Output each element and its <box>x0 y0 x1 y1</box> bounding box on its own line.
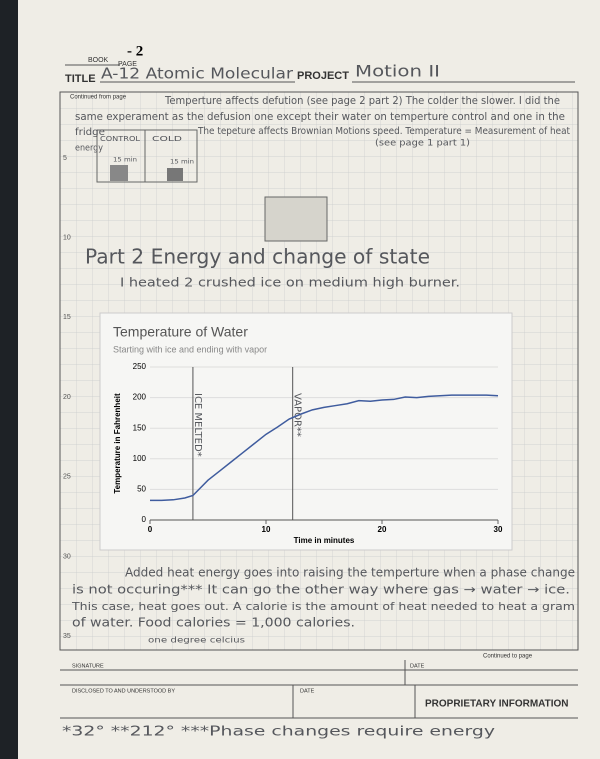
signature-label: SIGNATURE <box>72 663 104 669</box>
continued-from: Continued from page <box>70 95 127 101</box>
pasted-chart <box>99 312 513 551</box>
chart-title: Temperature of Water <box>113 324 248 340</box>
sketch-box <box>96 129 198 183</box>
chart-subtitle: Starting with ice and ending with vapor <box>113 344 267 354</box>
title-label: TITLE <box>65 73 96 85</box>
book-label: BOOK <box>88 57 109 64</box>
line-number: 30 <box>63 553 71 560</box>
y-tick-label: 100 <box>133 454 147 463</box>
handwritten-note: Temperture affects defution (see page 2 … <box>164 94 560 107</box>
sketch-label: COLD <box>152 135 182 143</box>
y-tick-label: 250 <box>133 362 147 371</box>
line-number: 20 <box>63 394 71 401</box>
page-number: - 2 <box>127 43 143 59</box>
sketch-beaker <box>110 165 128 181</box>
continued-to: Continued to page <box>483 654 533 660</box>
date-label: DATE <box>300 688 315 694</box>
line-number: 15 <box>63 314 71 321</box>
page-label: PAGE <box>118 61 137 68</box>
title: A-12 Atomic Molecular <box>101 65 294 83</box>
x-axis-label: Time in minutes <box>294 536 355 545</box>
sketch-label: 15 min <box>113 157 137 164</box>
y-tick-label: 200 <box>133 393 147 402</box>
handwritten-note: is not occuring*** It can go the other w… <box>72 583 570 597</box>
handwritten-note: This case, heat goes out. A calorie is t… <box>71 600 575 613</box>
data-line <box>150 394 499 502</box>
handwritten-note: (see page 1 part 1) <box>375 139 470 149</box>
y-tick-label: 150 <box>133 423 147 432</box>
handwritten-note: I heated 2 crushed ice on medium high bu… <box>120 276 460 290</box>
date-label: DATE <box>410 663 425 669</box>
x-tick-label: 0 <box>148 525 153 534</box>
handwritten-note: fridge <box>75 127 105 138</box>
y-tick-label: 0 <box>142 515 147 524</box>
line-number: 5 <box>63 155 67 162</box>
x-tick-label: 30 <box>494 525 503 534</box>
handwritten-note: energy <box>75 144 104 154</box>
sketch-label: CONTROL <box>100 135 140 143</box>
footnote: *32° **212° ***Phase changes require ene… <box>62 725 495 740</box>
line-number: 10 <box>63 235 71 242</box>
handwritten-note: Added heat energy goes into raising the … <box>125 566 575 580</box>
handwritten-note: one degree celcius <box>148 636 245 645</box>
y-axis-label: Temperature in Fahrenheit <box>113 393 122 494</box>
x-tick-label: 20 <box>378 525 387 534</box>
project-label: PROJECT <box>297 70 349 82</box>
line-number: 35 <box>63 633 71 640</box>
x-tick-label: 10 <box>262 525 271 534</box>
sketch-drawing <box>264 196 328 242</box>
handwritten-note: The tepeture affects Brownian Motions sp… <box>197 126 570 137</box>
handwritten-note: same experament as the defusion one exce… <box>75 110 565 123</box>
disclosed-label: DISCLOSED TO AND UNDERSTOOD BY <box>72 688 175 694</box>
project: Motion II <box>355 62 440 81</box>
section-heading: Part 2 Energy and change of state <box>85 245 430 269</box>
sketch-beaker <box>167 168 183 181</box>
sketch-label: 15 min <box>170 159 194 166</box>
annotation: ICE MELTED* <box>192 393 203 457</box>
proprietary-label: PROPRIETARY INFORMATION <box>425 699 569 710</box>
y-tick-label: 50 <box>137 485 146 494</box>
line-number: 25 <box>63 474 71 481</box>
handwritten-note: of water. Food calories = 1,000 calories… <box>72 616 355 630</box>
